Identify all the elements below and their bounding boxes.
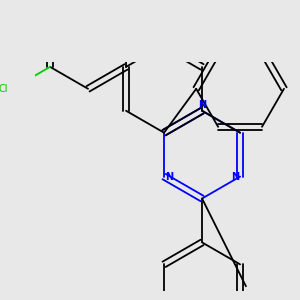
Text: N: N xyxy=(165,172,173,182)
Text: Cl: Cl xyxy=(0,84,8,94)
Text: N: N xyxy=(198,100,206,110)
Text: N: N xyxy=(231,172,239,182)
